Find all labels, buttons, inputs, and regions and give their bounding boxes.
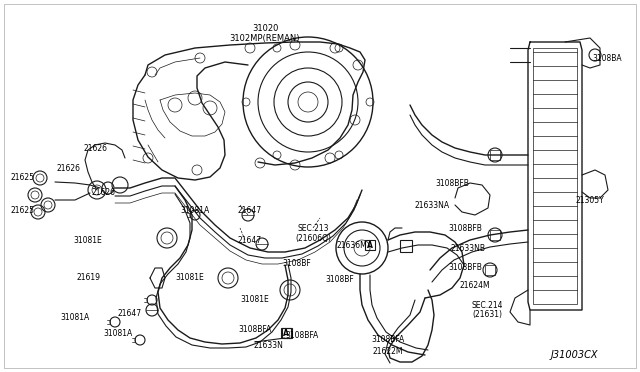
Bar bbox=[281, 328, 291, 338]
Bar bbox=[485, 265, 495, 275]
Text: 3108BFA: 3108BFA bbox=[285, 330, 319, 340]
Bar bbox=[533, 48, 577, 304]
Text: 21636M: 21636M bbox=[337, 241, 367, 250]
Text: 31081A: 31081A bbox=[60, 314, 90, 323]
Text: SEC.213: SEC.213 bbox=[297, 224, 329, 232]
Text: 3108BFA: 3108BFA bbox=[371, 336, 404, 344]
Text: 21647: 21647 bbox=[238, 205, 262, 215]
Text: A: A bbox=[367, 241, 373, 250]
Text: 3108BF: 3108BF bbox=[326, 276, 355, 285]
Text: 3108BFB: 3108BFB bbox=[435, 179, 469, 187]
Text: 21633NA: 21633NA bbox=[415, 201, 449, 209]
Text: 21624M: 21624M bbox=[460, 280, 490, 289]
Bar bbox=[490, 150, 500, 160]
Text: 3108BFA: 3108BFA bbox=[238, 326, 271, 334]
Text: 21625: 21625 bbox=[10, 173, 34, 182]
Text: (21631): (21631) bbox=[472, 311, 502, 320]
Text: 3108BFB: 3108BFB bbox=[448, 224, 482, 232]
Text: SEC.214: SEC.214 bbox=[471, 301, 503, 310]
Text: 31081E: 31081E bbox=[74, 235, 102, 244]
Text: 21647: 21647 bbox=[238, 235, 262, 244]
Text: 31081A: 31081A bbox=[180, 205, 210, 215]
Text: 3108BA: 3108BA bbox=[592, 54, 622, 62]
Bar bbox=[282, 328, 292, 338]
Text: 3108BF: 3108BF bbox=[283, 259, 312, 267]
Text: A: A bbox=[283, 328, 289, 337]
Text: 31020: 31020 bbox=[252, 23, 278, 32]
Text: 21305Y: 21305Y bbox=[575, 196, 604, 205]
Text: 21647: 21647 bbox=[118, 310, 142, 318]
Text: 21626: 21626 bbox=[91, 187, 115, 196]
Text: 3108BFB: 3108BFB bbox=[448, 263, 482, 273]
Text: 3102MP(REMAN): 3102MP(REMAN) bbox=[230, 33, 300, 42]
Text: 31081E: 31081E bbox=[175, 273, 204, 282]
Bar bbox=[490, 230, 500, 240]
Text: (21606Q): (21606Q) bbox=[295, 234, 331, 243]
Text: J31003CX: J31003CX bbox=[550, 350, 598, 360]
Text: 31081E: 31081E bbox=[241, 295, 269, 305]
Text: 21633NB: 21633NB bbox=[451, 244, 486, 253]
Bar bbox=[400, 240, 412, 252]
Bar bbox=[365, 240, 375, 250]
Text: 21626: 21626 bbox=[56, 164, 80, 173]
Text: 21626: 21626 bbox=[83, 144, 107, 153]
Text: 21619: 21619 bbox=[76, 273, 100, 282]
Text: 21622M: 21622M bbox=[372, 347, 403, 356]
Text: 21633N: 21633N bbox=[253, 340, 283, 350]
Text: 31081A: 31081A bbox=[104, 330, 132, 339]
Text: 21625: 21625 bbox=[10, 205, 34, 215]
